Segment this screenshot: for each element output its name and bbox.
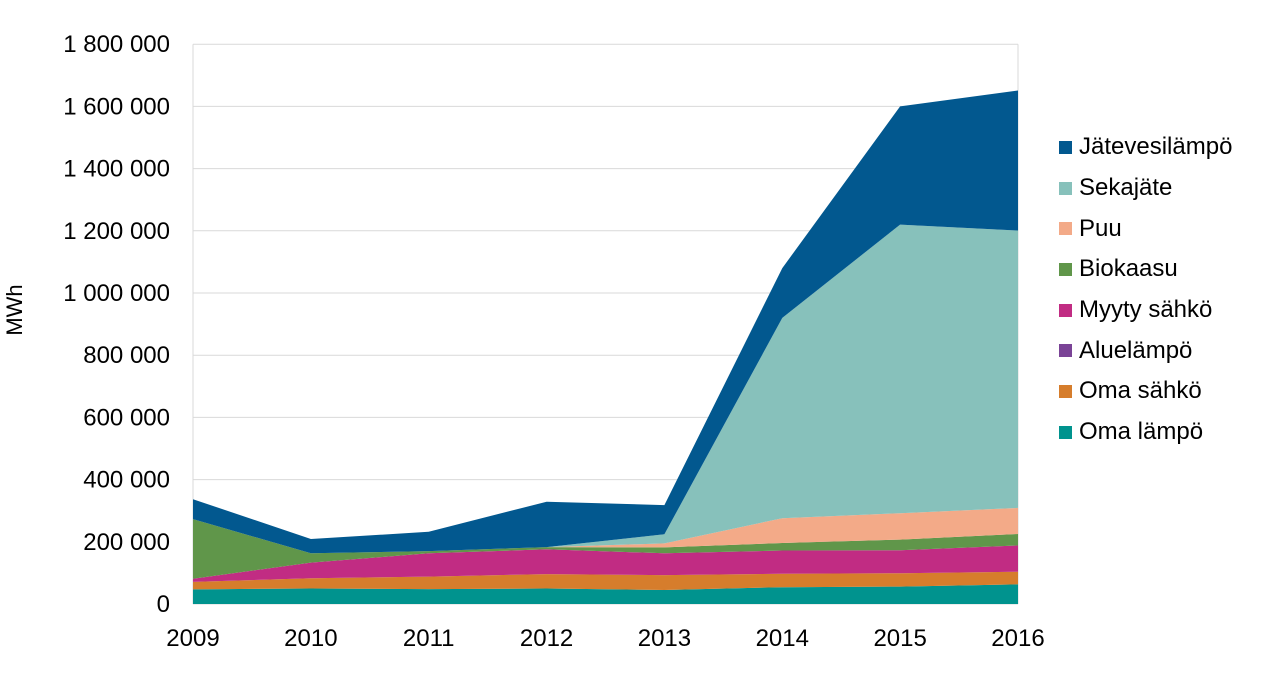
legend-swatch-icon xyxy=(1059,303,1072,317)
legend-item-puu: Puu xyxy=(1059,208,1232,249)
legend-item-label: Myyty sähkö xyxy=(1079,296,1213,324)
legend-swatch-icon xyxy=(1059,425,1072,439)
legend-item-label: Jätevesilämpö xyxy=(1079,133,1233,161)
svg-text:1 400 000: 1 400 000 xyxy=(63,156,170,183)
legend-swatch-icon xyxy=(1059,222,1072,236)
legend-swatch-icon xyxy=(1059,140,1072,154)
legend-item-myyty-sahko: Myyty sähkö xyxy=(1059,290,1232,331)
legend-item-oma-lampo: Oma lämpö xyxy=(1059,412,1232,453)
legend-item-aluelampo: Aluelämpö xyxy=(1059,330,1232,371)
svg-text:2011: 2011 xyxy=(403,625,455,652)
svg-text:1 800 000: 1 800 000 xyxy=(63,31,170,58)
svg-text:1 200 000: 1 200 000 xyxy=(63,218,170,245)
svg-text:2012: 2012 xyxy=(520,625,573,652)
legend-item-oma-sahko: Oma sähkö xyxy=(1059,371,1232,412)
svg-text:1 000 000: 1 000 000 xyxy=(63,280,170,307)
svg-text:600 000: 600 000 xyxy=(83,404,170,431)
legend-swatch-icon xyxy=(1059,262,1072,276)
chart-legend: Jätevesilämpö Sekajäte Puu Biokaasu Myyt… xyxy=(1059,127,1232,453)
legend-item-label: Biokaasu xyxy=(1079,255,1178,283)
svg-text:2015: 2015 xyxy=(873,625,926,652)
legend-item-jatevesilampo: Jätevesilämpö xyxy=(1059,127,1232,168)
legend-item-label: Sekajäte xyxy=(1079,174,1173,202)
legend-item-label: Aluelämpö xyxy=(1079,336,1193,364)
svg-text:2009: 2009 xyxy=(166,625,219,652)
svg-text:MWh: MWh xyxy=(2,284,27,335)
legend-swatch-icon xyxy=(1059,344,1072,358)
svg-text:1 600 000: 1 600 000 xyxy=(63,93,170,120)
svg-text:0: 0 xyxy=(157,591,170,618)
legend-item-label: Puu xyxy=(1079,214,1122,242)
svg-text:2010: 2010 xyxy=(284,625,337,652)
svg-text:400 000: 400 000 xyxy=(83,467,170,494)
svg-text:2014: 2014 xyxy=(756,625,809,652)
svg-text:2016: 2016 xyxy=(991,625,1044,652)
legend-item-sekajate: Sekajäte xyxy=(1059,168,1232,209)
svg-text:2013: 2013 xyxy=(638,625,691,652)
svg-text:800 000: 800 000 xyxy=(83,342,170,369)
legend-item-label: Oma sähkö xyxy=(1079,377,1202,405)
legend-item-label: Oma lämpö xyxy=(1079,418,1204,446)
legend-swatch-icon xyxy=(1059,181,1072,195)
svg-text:200 000: 200 000 xyxy=(83,529,170,556)
legend-swatch-icon xyxy=(1059,384,1072,398)
legend-item-biokaasu: Biokaasu xyxy=(1059,249,1232,290)
